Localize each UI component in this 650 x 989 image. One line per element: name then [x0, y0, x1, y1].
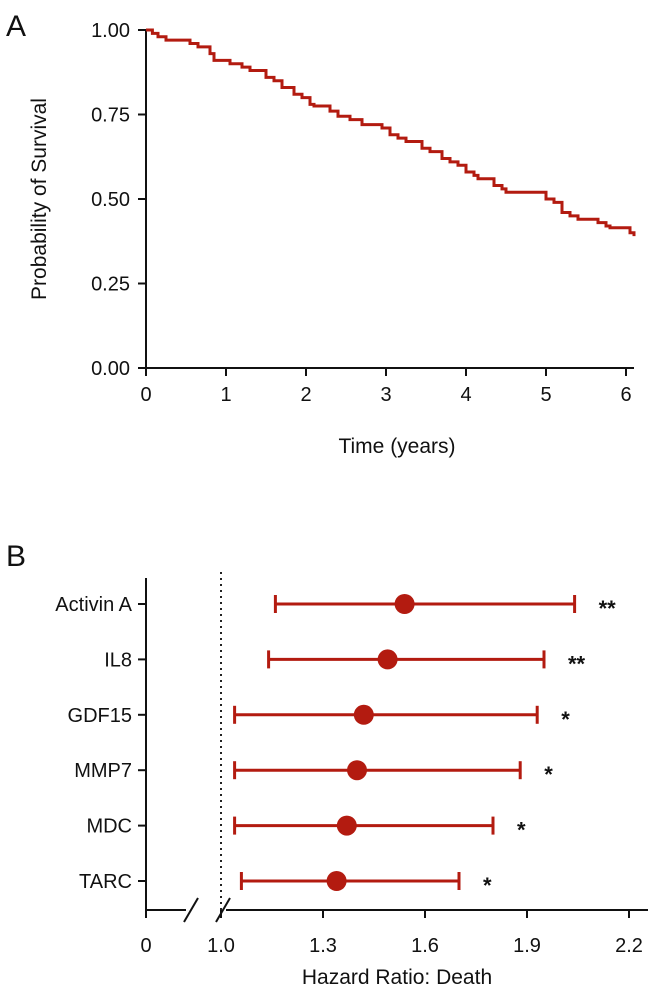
survival-x-tick-label: 1	[220, 384, 231, 406]
row-label: MMP7	[74, 760, 132, 782]
significance-marker: *	[483, 873, 492, 898]
survival-y-tick-label: 0.75	[91, 105, 130, 127]
hazard-ratio-forest-plot: B 0 1.0 1.3 1.6 1.9 2.2 Activin A **IL8 **GDF15…	[6, 540, 648, 989]
forest-ticks: 0 1.0 1.3 1.6 1.9 2.2	[140, 910, 643, 957]
survival-curve	[146, 28, 636, 237]
survival-x-tick-label: 2	[300, 384, 311, 406]
forest-row: MDC *	[86, 815, 526, 843]
panel-label-a: A	[6, 10, 26, 43]
survival-x-tick-label: 5	[540, 384, 551, 406]
forest-row: Activin A **	[55, 594, 616, 621]
forest-row: GDF15 *	[68, 704, 570, 732]
forest-x-tick-label: 0	[140, 935, 151, 957]
survival-y-tick-label: 0.50	[91, 189, 130, 211]
survival-x-axis-title: Time (years)	[338, 435, 455, 458]
survival-x-tick-label: 4	[460, 384, 471, 406]
survival-x-tick-label: 6	[620, 384, 631, 406]
survival-chart: A 0 1 2 3 4 5 6 0.00 0.25 0.50 0.75 1.00 Time (year…	[6, 10, 636, 458]
hazard-ratio-point	[336, 815, 357, 836]
forest-row: IL8 **	[104, 649, 586, 676]
forest-axes	[145, 578, 648, 923]
hazard-ratio-point	[353, 704, 374, 725]
axis-break-mark	[215, 897, 231, 923]
row-label: TARC	[79, 871, 132, 893]
survival-y-axis-title: Probability of Survival	[28, 98, 51, 300]
row-label: Activin A	[55, 594, 132, 616]
hazard-ratio-point	[326, 871, 347, 891]
row-label: MDC	[86, 816, 132, 838]
forest-x-tick-label: 1.3	[309, 935, 337, 957]
significance-marker: **	[599, 596, 617, 621]
forest-x-tick-label: 1.9	[513, 935, 541, 957]
significance-marker: *	[561, 707, 570, 732]
survival-axes	[145, 30, 634, 369]
forest-x-tick-label: 2.2	[615, 935, 643, 957]
survival-ticks: 0 1 2 3 4 5 6 0.00 0.25 0.50 0.75 1.00	[91, 20, 632, 406]
forest-x-tick-label: 1.6	[411, 935, 439, 957]
forest-x-axis-title: Hazard Ratio: Death	[302, 966, 492, 989]
survival-y-tick-label: 0.00	[91, 358, 130, 380]
hazard-ratio-point	[394, 594, 415, 614]
forest-rows: Activin A ** IL8 ** GDF15 * MMP7 * MDC * TARC *	[55, 594, 616, 898]
survival-x-tick-label: 3	[380, 384, 391, 406]
survival-y-tick-label: 0.25	[91, 274, 130, 296]
survival-x-tick-label: 0	[140, 384, 151, 406]
panel-label-b: B	[6, 540, 26, 573]
survival-y-tick-label: 1.00	[91, 20, 130, 42]
forest-x-tick-label: 1.0	[207, 935, 235, 957]
row-label: GDF15	[68, 705, 132, 727]
significance-marker: *	[544, 762, 553, 787]
row-label: IL8	[104, 649, 132, 671]
significance-marker: *	[517, 818, 526, 843]
significance-marker: **	[568, 651, 586, 676]
axis-break-mark	[183, 897, 199, 923]
hazard-ratio-point	[377, 649, 398, 670]
forest-row: MMP7 *	[74, 760, 553, 787]
forest-row: TARC *	[79, 871, 492, 898]
hazard-ratio-point	[347, 760, 367, 781]
